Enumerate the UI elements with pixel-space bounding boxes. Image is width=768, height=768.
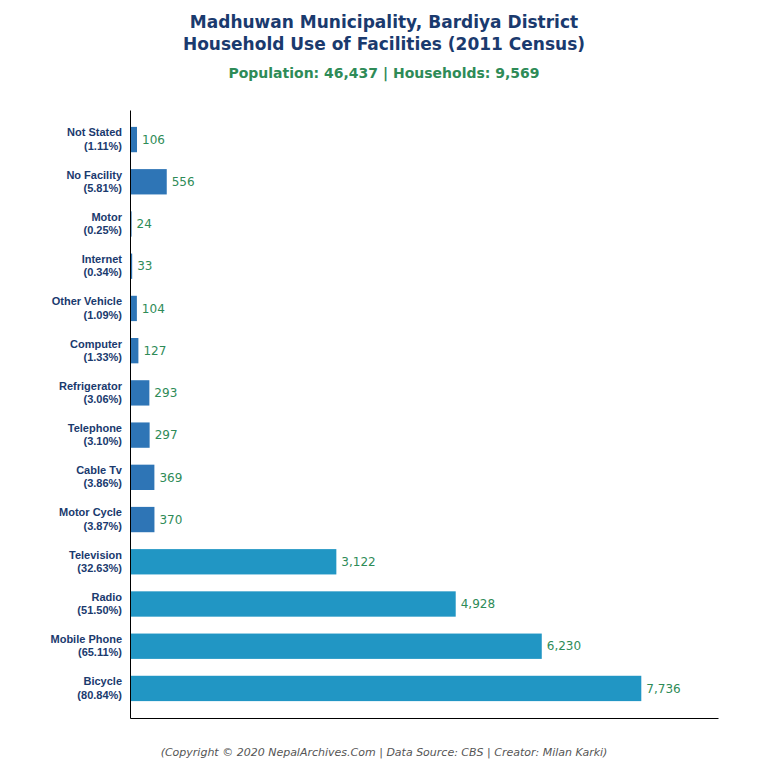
bar	[130, 422, 150, 447]
bar	[130, 507, 154, 532]
y-tick-label: Telephone(3.10%)	[68, 422, 123, 447]
y-tick: Motor(0.25%)	[83, 211, 130, 236]
data-label: 370	[159, 513, 182, 527]
bar	[130, 380, 149, 405]
y-tick-label: Cable Tv(3.86%)	[76, 464, 123, 489]
bar	[130, 591, 456, 616]
y-tick-label: Television(32.63%)	[69, 549, 122, 574]
data-labels: 7,736 6,230 4,928 3,122 370 369 297 293 127 104 33…	[137, 133, 681, 696]
y-tick: Not Stated(1.11%)	[67, 126, 130, 151]
data-label: 556	[172, 175, 195, 189]
y-tick-label: Not Stated(1.11%)	[67, 126, 122, 151]
y-tick-label: Bicycle(80.84%)	[77, 675, 122, 700]
data-label: 369	[159, 471, 182, 485]
data-label: 104	[142, 302, 165, 316]
data-label: 293	[154, 386, 177, 400]
y-tick: Computer(1.33%)	[70, 338, 130, 363]
y-axis-line	[130, 111, 131, 719]
bar	[130, 676, 641, 701]
y-tick-label: Other Vehicle(1.09%)	[52, 295, 123, 320]
y-tick-label: Computer(1.33%)	[70, 338, 123, 363]
y-tick: Mobile Phone(65.11%)	[51, 633, 131, 658]
x-axis	[131, 718, 719, 719]
y-tick: Refrigerator(3.06%)	[59, 380, 130, 405]
y-tick: Other Vehicle(1.09%)	[52, 295, 130, 320]
y-tick: Internet(0.34%)	[82, 253, 130, 278]
data-label: 297	[155, 428, 178, 442]
data-label: 4,928	[461, 597, 495, 611]
bar	[130, 169, 167, 194]
data-label: 3,122	[341, 555, 375, 569]
bar	[130, 338, 138, 363]
subtitle: Population: 46,437 | Households: 9,569	[228, 65, 539, 82]
data-label: 7,736	[646, 682, 680, 696]
footer: (Copyright © 2020 NepalArchives.Com | Da…	[161, 746, 608, 759]
y-tick-label: No Facility(5.81%)	[66, 169, 123, 194]
data-label: 106	[142, 133, 165, 147]
y-tick: Telephone(3.10%)	[68, 422, 130, 447]
y-tick-label: Motor(0.25%)	[83, 211, 122, 236]
chart: Madhuwan Municipality, Bardiya DistrictH…	[0, 0, 768, 768]
y-tick-label: Internet(0.34%)	[82, 253, 123, 278]
y-tick: Bicycle(80.84%)	[77, 675, 130, 700]
data-label: 24	[137, 217, 152, 231]
title: Madhuwan Municipality, Bardiya DistrictH…	[183, 12, 585, 54]
bar	[130, 549, 336, 574]
y-axis: Bicycle(80.84%) Mobile Phone(65.11%) Radio…	[51, 111, 131, 719]
y-tick: Motor Cycle(3.87%)	[59, 506, 130, 531]
data-label: 33	[137, 259, 152, 273]
y-tick: Television(32.63%)	[69, 549, 130, 574]
y-tick-label: Motor Cycle(3.87%)	[59, 506, 122, 531]
data-label: 6,230	[547, 639, 581, 653]
y-tick: Radio(51.50%)	[77, 591, 130, 616]
bar	[130, 127, 137, 152]
y-tick-label: Mobile Phone(65.11%)	[51, 633, 123, 658]
bar	[130, 634, 542, 659]
bar	[130, 296, 137, 321]
y-tick: No Facility(5.81%)	[66, 169, 130, 194]
bars	[130, 127, 641, 701]
bar	[130, 465, 154, 490]
y-tick: Cable Tv(3.86%)	[76, 464, 130, 489]
plot: 7,736 6,230 4,928 3,122 370 369 297 293 127 104 33…	[51, 111, 719, 719]
y-tick-label: Refrigerator(3.06%)	[59, 380, 123, 405]
data-label: 127	[143, 344, 166, 358]
x-axis-line	[131, 718, 719, 719]
y-tick-label: Radio(51.50%)	[77, 591, 122, 616]
